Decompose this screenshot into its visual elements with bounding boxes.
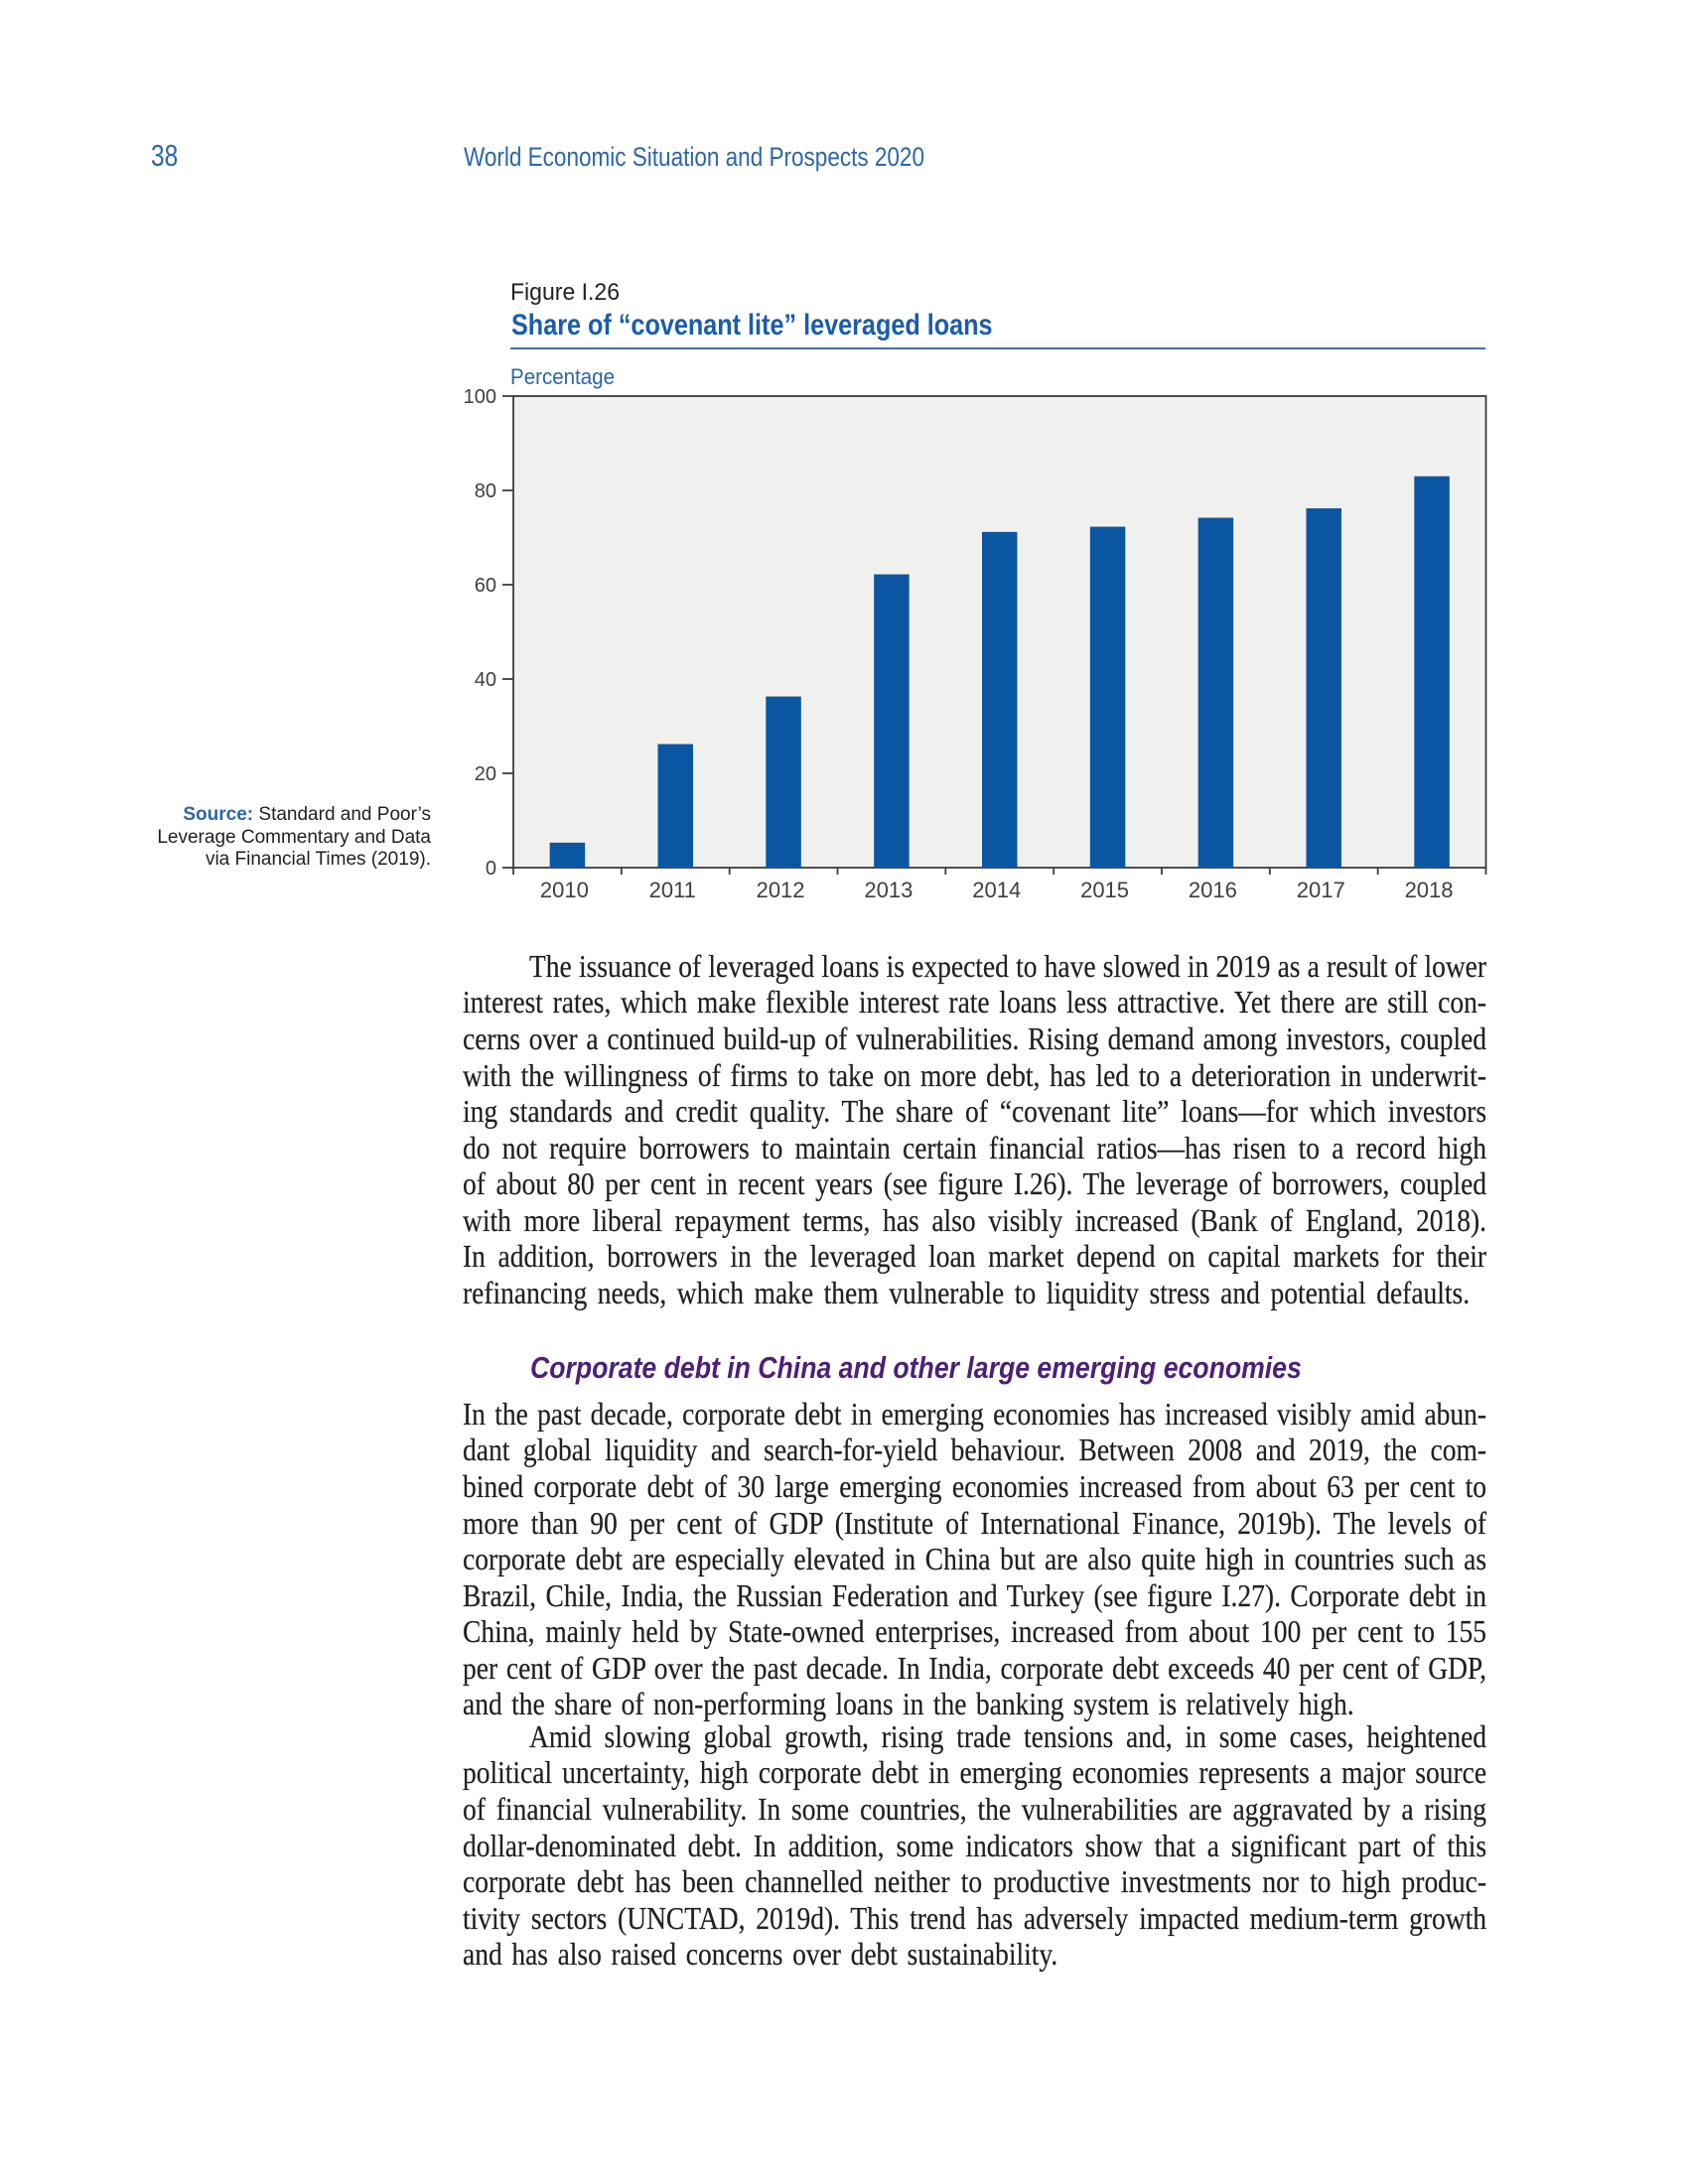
svg-text:0: 0 (486, 858, 496, 880)
svg-text:80: 80 (475, 480, 496, 502)
svg-text:2013: 2013 (864, 878, 913, 902)
svg-text:60: 60 (475, 575, 496, 597)
svg-text:2018: 2018 (1405, 878, 1454, 902)
svg-text:40: 40 (475, 669, 496, 691)
svg-text:100: 100 (464, 386, 496, 408)
svg-text:2016: 2016 (1189, 878, 1237, 902)
svg-text:2014: 2014 (972, 878, 1021, 902)
svg-text:2012: 2012 (757, 878, 805, 902)
svg-text:2015: 2015 (1080, 878, 1129, 902)
svg-text:20: 20 (475, 763, 496, 785)
svg-text:2017: 2017 (1297, 878, 1345, 902)
svg-text:2010: 2010 (540, 878, 589, 902)
svg-text:2011: 2011 (649, 878, 696, 902)
